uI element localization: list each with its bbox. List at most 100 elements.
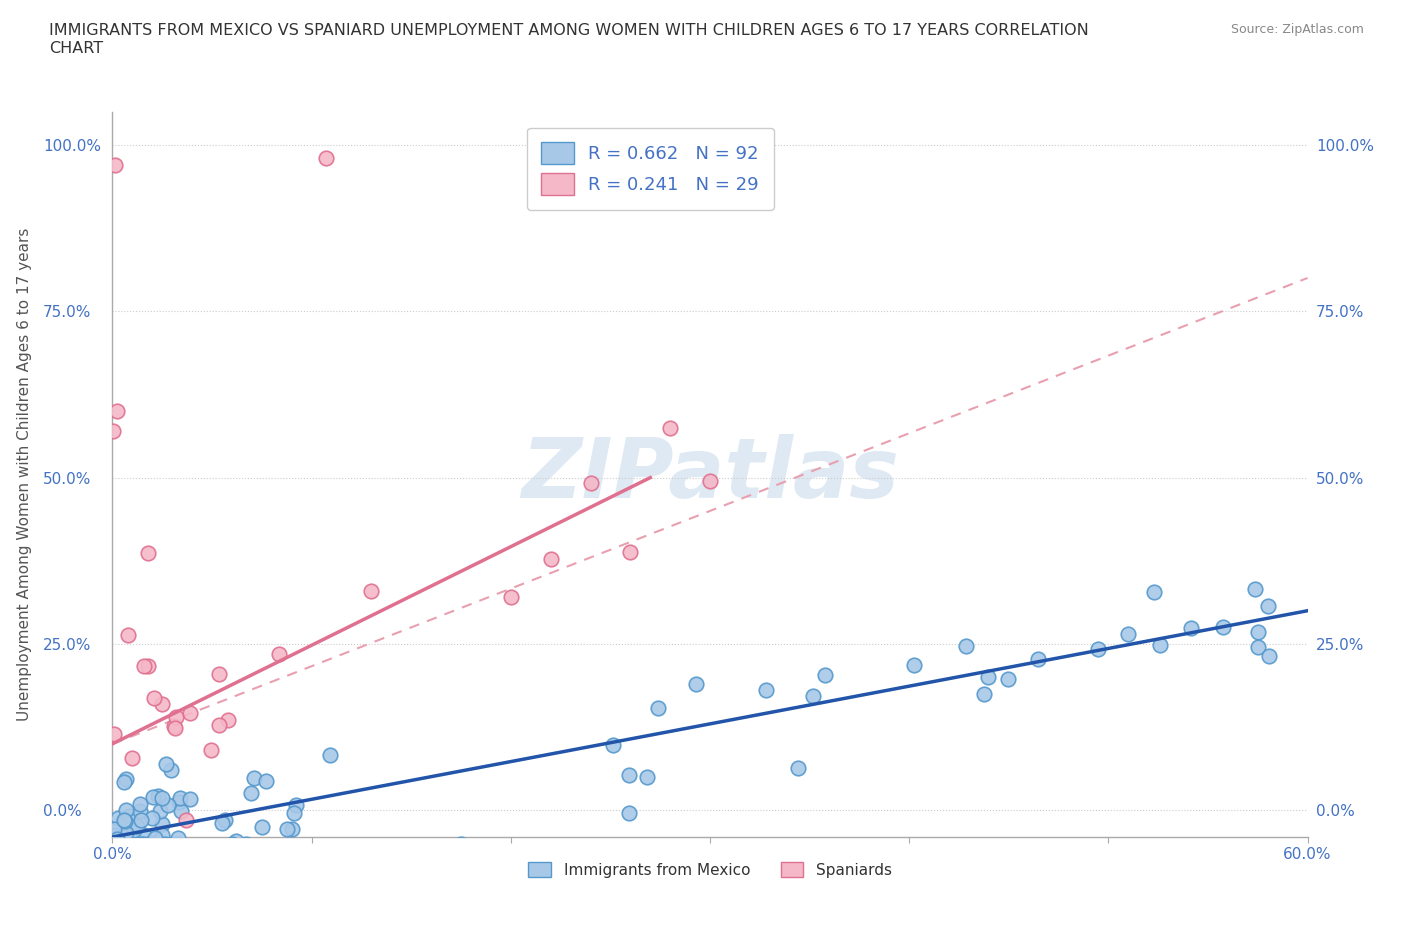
Point	[127, 836, 149, 851]
Point	[1143, 585, 1166, 600]
Point	[267, 646, 290, 661]
Y-axis label: Unemployment Among Women with Children Ages 6 to 17 years: Unemployment Among Women with Children A…	[17, 228, 32, 721]
Point	[1258, 649, 1281, 664]
Point	[283, 805, 305, 820]
Point	[101, 836, 124, 851]
Point	[112, 812, 135, 827]
Point	[617, 767, 640, 782]
Point	[103, 836, 125, 851]
Point	[254, 774, 277, 789]
Point	[169, 790, 191, 805]
Point	[179, 791, 201, 806]
Point	[214, 812, 236, 827]
Point	[814, 667, 837, 682]
Point	[179, 706, 201, 721]
Point	[647, 700, 669, 715]
Point	[200, 742, 222, 757]
Point	[208, 718, 231, 733]
Point	[801, 689, 824, 704]
Point	[117, 628, 139, 643]
Point	[221, 836, 243, 851]
Point	[319, 748, 342, 763]
Point	[110, 836, 132, 851]
Point	[122, 836, 145, 851]
Point	[360, 584, 382, 599]
Point	[129, 797, 152, 812]
Point	[101, 836, 124, 851]
Point	[315, 151, 337, 166]
Point	[977, 670, 1000, 684]
Point	[129, 804, 152, 818]
Point	[121, 751, 143, 765]
Point	[1243, 581, 1265, 596]
Point	[105, 836, 128, 851]
Point	[174, 812, 197, 827]
Point	[1212, 619, 1234, 634]
Point	[163, 836, 186, 851]
Point	[619, 545, 641, 560]
Point	[105, 404, 128, 418]
Point	[141, 836, 163, 851]
Point	[107, 836, 129, 851]
Point	[150, 790, 173, 805]
Point	[250, 819, 273, 834]
Point	[1026, 652, 1049, 667]
Point	[143, 830, 166, 845]
Point	[1257, 599, 1279, 614]
Point	[160, 763, 183, 777]
Point	[276, 821, 298, 836]
Point	[450, 836, 472, 851]
Point	[997, 671, 1019, 686]
Point	[685, 677, 707, 692]
Point	[107, 810, 129, 825]
Point	[155, 756, 177, 771]
Point	[167, 794, 190, 809]
Point	[284, 798, 307, 813]
Point	[138, 546, 160, 561]
Point	[1247, 624, 1270, 639]
Point	[235, 836, 257, 851]
Point	[103, 821, 125, 836]
Point	[636, 770, 658, 785]
Point	[132, 659, 155, 674]
Point	[152, 828, 174, 843]
Point	[1087, 642, 1109, 657]
Point	[165, 710, 187, 724]
Point	[579, 475, 602, 490]
Text: IMMIGRANTS FROM MEXICO VS SPANIARD UNEMPLOYMENT AMONG WOMEN WITH CHILDREN AGES 6: IMMIGRANTS FROM MEXICO VS SPANIARD UNEMP…	[49, 23, 1090, 56]
Point	[114, 827, 136, 842]
Point	[153, 836, 176, 851]
Point	[118, 808, 141, 823]
Point	[136, 836, 159, 851]
Point	[1116, 626, 1139, 641]
Point	[104, 829, 127, 844]
Point	[114, 814, 136, 829]
Point	[755, 683, 778, 698]
Point	[107, 832, 129, 847]
Point	[602, 738, 624, 753]
Point	[1180, 620, 1202, 635]
Point	[142, 790, 165, 804]
Point	[115, 825, 138, 840]
Point	[225, 834, 247, 849]
Point	[499, 590, 522, 604]
Text: ZIPatlas: ZIPatlas	[522, 433, 898, 515]
Point	[129, 813, 152, 828]
Point	[208, 666, 231, 681]
Point	[103, 423, 125, 438]
Point	[163, 719, 186, 734]
Text: Source: ZipAtlas.com: Source: ZipAtlas.com	[1230, 23, 1364, 36]
Point	[239, 786, 262, 801]
Point	[150, 817, 173, 831]
Point	[167, 830, 190, 845]
Point	[281, 821, 304, 836]
Point	[125, 819, 148, 834]
Point	[242, 771, 264, 786]
Point	[142, 690, 165, 705]
Point	[170, 804, 193, 818]
Point	[104, 157, 127, 172]
Point	[1246, 640, 1268, 655]
Point	[134, 827, 156, 842]
Point	[903, 658, 925, 672]
Point	[217, 712, 239, 727]
